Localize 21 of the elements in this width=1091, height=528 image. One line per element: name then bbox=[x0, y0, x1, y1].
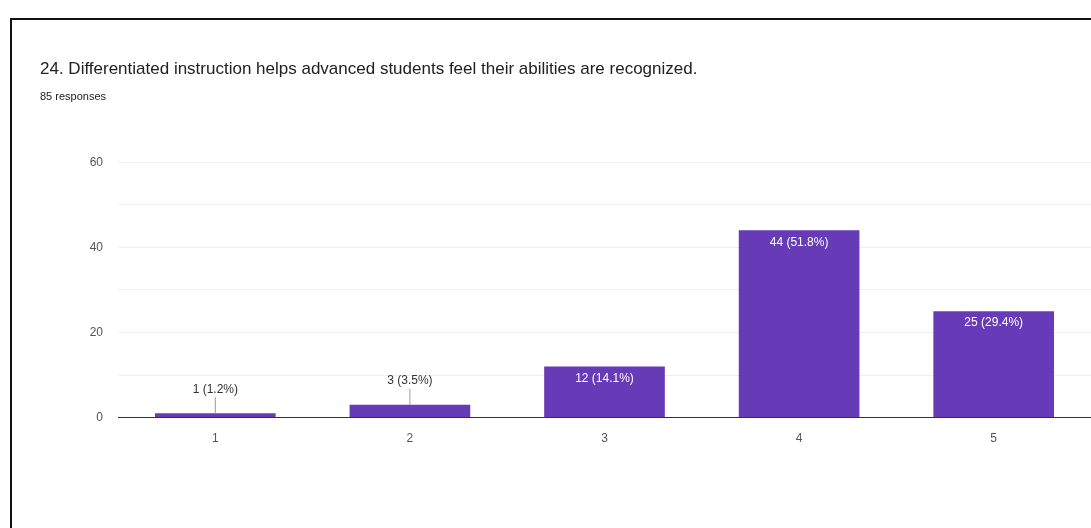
x-tick-label: 4 bbox=[795, 431, 803, 446]
chart-title: 24. Differentiated instruction helps advanced students feel their abilities are recognized. bbox=[40, 59, 698, 79]
data-label: 25 (29.4%) bbox=[964, 315, 1024, 330]
y-tick-label: 40 bbox=[89, 239, 104, 254]
chart-subtitle: 85 responses bbox=[40, 90, 107, 102]
y-tick-label: 0 bbox=[96, 409, 104, 424]
x-tick-label: 3 bbox=[601, 431, 609, 446]
bar bbox=[349, 404, 471, 418]
bar bbox=[738, 230, 860, 418]
data-label: 12 (14.1%) bbox=[575, 370, 634, 385]
x-tick-label: 2 bbox=[406, 431, 414, 446]
x-tick-label: 5 bbox=[990, 431, 998, 446]
bar bbox=[154, 413, 276, 418]
y-tick-label: 20 bbox=[89, 324, 104, 339]
data-label: 44 (51.8%) bbox=[769, 234, 829, 249]
data-label: 3 (3.5%) bbox=[387, 373, 433, 388]
bar bbox=[544, 366, 665, 418]
bar bbox=[933, 311, 1055, 418]
data-label: 1 (1.2%) bbox=[192, 381, 238, 396]
x-tick-label: 1 bbox=[211, 431, 219, 446]
y-tick-label: 60 bbox=[89, 154, 104, 169]
